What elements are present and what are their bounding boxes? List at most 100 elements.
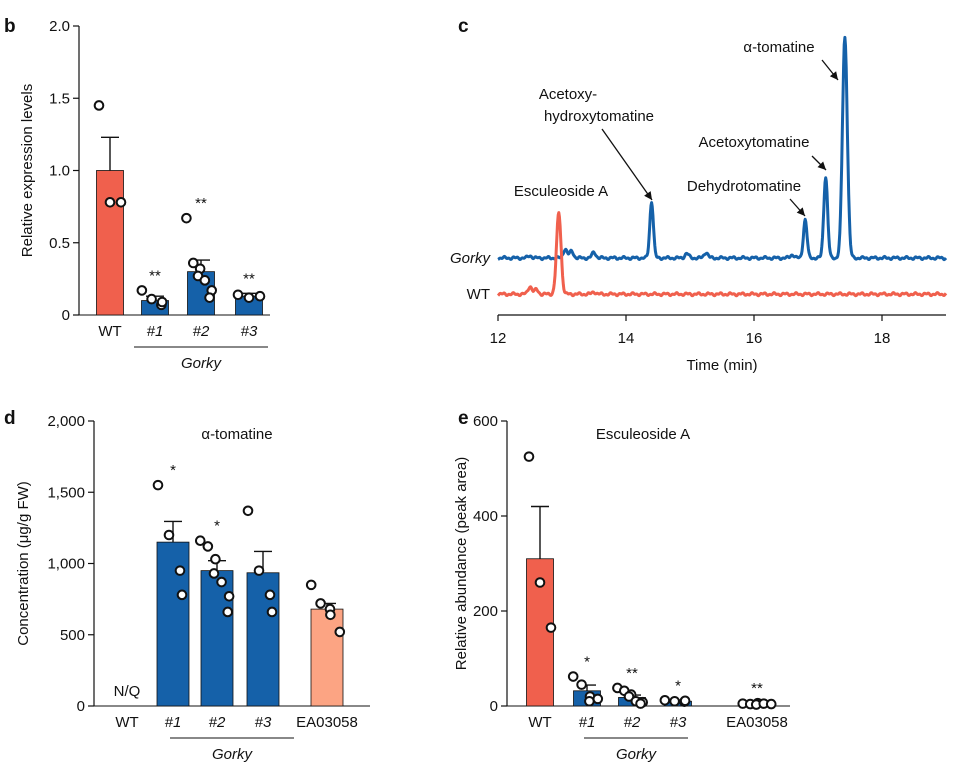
data-point <box>669 695 680 707</box>
chart-title: α-tomatine <box>201 426 272 443</box>
data-point <box>659 695 671 706</box>
data-point <box>104 196 116 208</box>
panel-letter-d: d <box>4 408 16 429</box>
x-tick-label: 14 <box>618 330 635 347</box>
data-point <box>136 285 148 296</box>
bar <box>200 570 234 707</box>
bar <box>310 608 344 707</box>
x-tick-label: EA03058 <box>296 714 358 731</box>
x-tick-label: #1 <box>165 714 182 731</box>
data-point <box>523 451 535 462</box>
data-point <box>765 698 777 710</box>
x-tick-label: #3 <box>670 714 687 731</box>
data-point <box>305 579 317 591</box>
data-point <box>325 609 336 621</box>
panel-d-bar-chart: 0 500 1,000 1,500 2,000 Concentration (μg/g F… <box>15 413 370 763</box>
data-point <box>146 293 157 305</box>
y-tick-label: 2.0 <box>49 18 70 35</box>
y-tick-label: 400 <box>473 508 498 525</box>
x-tick-label: #3 <box>255 714 272 731</box>
significance-stars: ** <box>243 270 255 287</box>
data-point <box>222 606 234 618</box>
data-point <box>174 565 186 576</box>
trace-label: Gorky <box>450 250 492 267</box>
x-axis-label: Time (min) <box>686 357 757 374</box>
data-point <box>163 529 175 541</box>
y-tick-label: 0 <box>77 698 85 715</box>
chromatogram-trace <box>496 211 948 298</box>
data-point <box>152 479 164 491</box>
annotation-arrowhead <box>817 161 826 170</box>
panel-b-bar-chart: 0 0.5 1.0 1.5 2.0 Relative expression levels W… <box>19 18 270 372</box>
y-tick-label: 0.5 <box>49 235 70 252</box>
data-point <box>202 541 214 552</box>
data-point <box>315 598 326 609</box>
data-point <box>592 693 604 705</box>
x-tick-label: WT <box>528 714 551 731</box>
data-point <box>254 290 266 302</box>
data-point <box>216 576 227 588</box>
data-point <box>242 505 254 517</box>
y-tick-label: 1.0 <box>49 163 70 180</box>
significance-stars: ** <box>149 267 161 284</box>
y-tick-label: 500 <box>60 627 85 644</box>
trace-label: WT <box>467 286 490 303</box>
group-label: Gorky <box>212 746 254 763</box>
significance-stars: ** <box>195 195 207 212</box>
data-point <box>93 100 105 111</box>
data-point <box>534 577 546 588</box>
peak-annotation: α-tomatine <box>743 39 814 56</box>
annotation-arrowhead <box>829 71 838 80</box>
data-point <box>635 698 646 709</box>
not-quantified-label: N/Q <box>114 683 141 700</box>
group-label: Gorky <box>616 746 658 763</box>
significance-stars: ** <box>751 680 763 697</box>
data-point <box>334 626 346 638</box>
peak-annotation: Acetoxytomatine <box>699 134 810 151</box>
data-point <box>623 691 635 702</box>
group-label: Gorky <box>181 355 223 372</box>
significance-stars: * <box>170 462 176 479</box>
data-point <box>223 590 235 602</box>
data-point <box>208 568 220 579</box>
x-tick-label: WT <box>98 323 121 340</box>
y-tick-label: 600 <box>473 413 498 430</box>
y-tick-label: 0 <box>62 307 70 324</box>
bar <box>96 170 124 316</box>
data-point <box>584 695 595 707</box>
data-point <box>264 589 276 601</box>
x-tick-label: #1 <box>579 714 596 731</box>
x-tick-label: #2 <box>193 323 210 340</box>
bar <box>156 541 190 707</box>
x-tick-label: 12 <box>490 330 507 347</box>
y-tick-label: 1,500 <box>47 484 85 501</box>
y-tick-label: 1,000 <box>47 556 85 573</box>
data-point <box>187 257 199 269</box>
data-point <box>204 292 215 303</box>
peak-annotation: Esculeoside A <box>514 183 608 200</box>
x-tick-label: #2 <box>624 714 641 731</box>
data-point <box>545 622 557 633</box>
y-tick-label: 1.5 <box>49 90 70 107</box>
data-point <box>115 196 127 208</box>
significance-stars: * <box>675 677 681 694</box>
y-axis-label: Relative expression levels <box>19 84 36 257</box>
x-tick-label: EA03058 <box>726 714 788 731</box>
data-point <box>567 671 579 682</box>
significance-stars: ** <box>626 665 638 682</box>
peak-annotation: Acetoxy- <box>539 86 597 103</box>
data-point <box>576 679 587 690</box>
significance-stars: * <box>584 654 590 671</box>
annotation-arrowhead <box>796 207 805 216</box>
x-tick-label: 18 <box>874 330 891 347</box>
data-point <box>266 606 278 618</box>
significance-stars: * <box>214 518 220 535</box>
data-point <box>199 275 211 286</box>
panel-letter-e: e <box>458 408 469 429</box>
chart-title: Esculeoside A <box>596 426 690 443</box>
y-axis-label: Concentration (μg/g FW) <box>15 481 32 646</box>
x-tick-label: #1 <box>147 323 164 340</box>
y-tick-label: 2,000 <box>47 413 85 430</box>
data-point <box>679 695 691 707</box>
